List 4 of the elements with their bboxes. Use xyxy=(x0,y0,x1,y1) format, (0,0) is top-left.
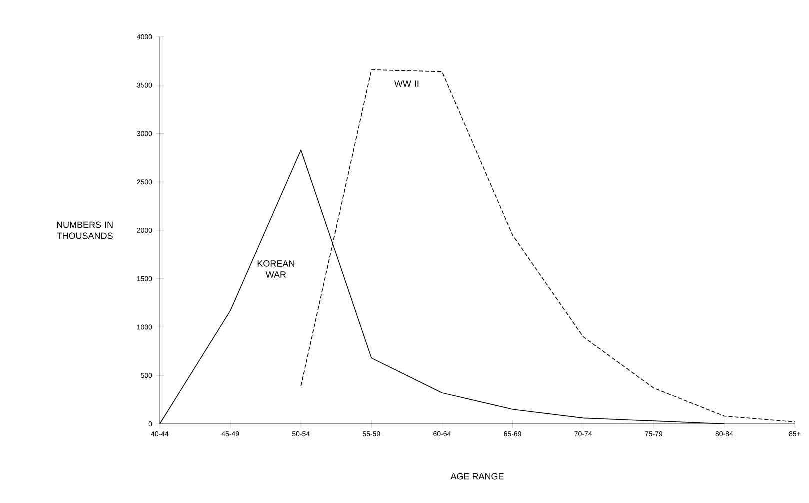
x-axis-title: AGE RANGE xyxy=(450,473,504,480)
y-axis-title: NUMBERS IN THOUSANDS xyxy=(56,222,113,240)
series-label: WW II xyxy=(394,80,419,87)
series-label: KOREAN WAR xyxy=(258,260,294,278)
